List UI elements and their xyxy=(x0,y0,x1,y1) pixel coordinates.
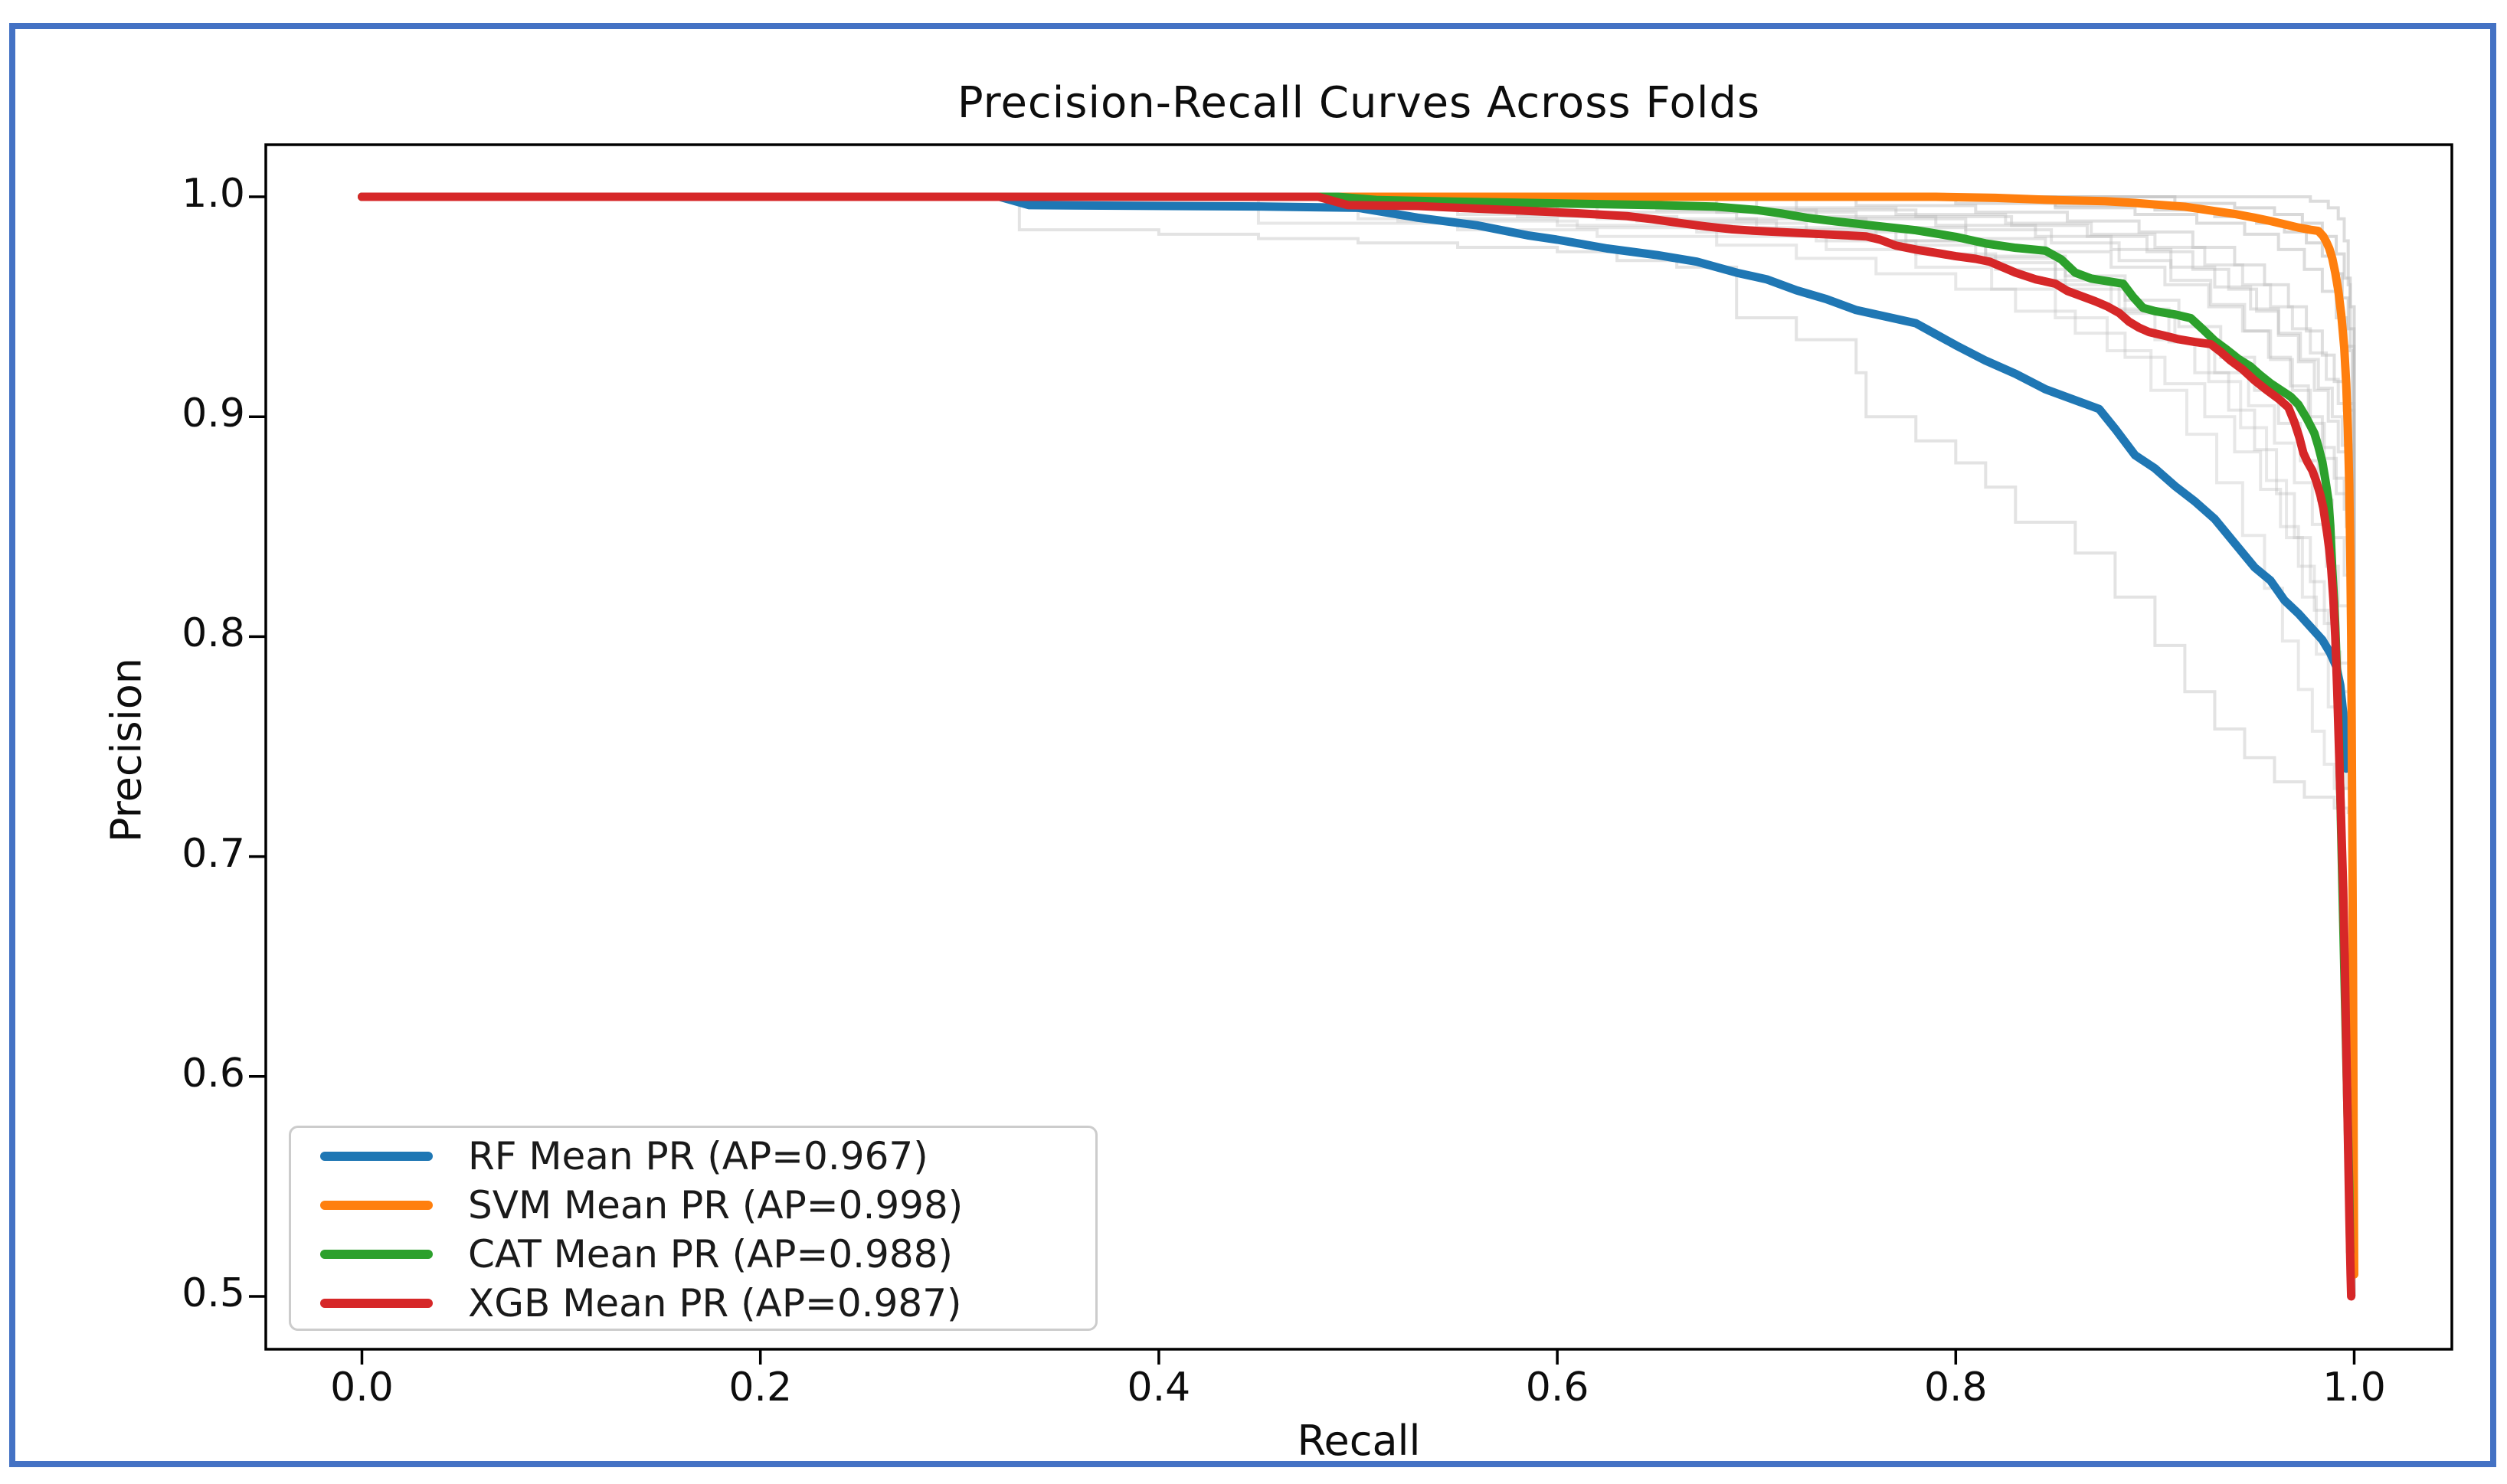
x-tick-label: 0.4 xyxy=(1127,1365,1191,1410)
y-tick-label: 1.0 xyxy=(182,171,245,217)
legend-label: CAT Mean PR (AP=0.988) xyxy=(468,1232,953,1276)
legend-item-cat: CAT Mean PR (AP=0.988) xyxy=(291,1230,1095,1279)
fold-curve xyxy=(362,195,2356,1296)
fold-curve xyxy=(362,195,2356,1296)
x-tick-label: 0.6 xyxy=(1525,1365,1589,1410)
pr-curves-plot xyxy=(249,143,2453,1365)
mean-pr-curve-svm xyxy=(358,192,2358,1279)
y-tick-label: 0.8 xyxy=(182,610,245,657)
y-axis-label: Precision xyxy=(102,658,151,842)
legend-line-swatch xyxy=(320,1299,433,1308)
legend-label: XGB Mean PR (AP=0.987) xyxy=(468,1281,962,1325)
legend-item-rf: RF Mean PR (AP=0.967) xyxy=(291,1132,1095,1181)
fold-curve xyxy=(362,195,2356,1296)
x-tick-label: 0.0 xyxy=(330,1365,394,1410)
figure-frame: Precision-Recall Curves Across Folds Rec… xyxy=(9,23,2496,1467)
fold-curve xyxy=(362,195,2356,1296)
legend-label: SVM Mean PR (AP=0.998) xyxy=(468,1183,964,1227)
legend: RF Mean PR (AP=0.967) SVM Mean PR (AP=0.9… xyxy=(289,1126,1098,1331)
legend-line-swatch xyxy=(320,1201,433,1210)
mean-pr-curve-rf xyxy=(358,192,2351,773)
x-tick-label: 0.2 xyxy=(728,1365,793,1410)
y-tick-label: 0.9 xyxy=(182,391,245,437)
legend-line-swatch xyxy=(320,1152,433,1161)
mean-pr-curve-xgb xyxy=(358,192,2356,1301)
fold-curve xyxy=(362,195,2356,1296)
y-tick-label: 0.6 xyxy=(182,1050,245,1097)
fold-curve xyxy=(362,195,2356,1296)
x-axis-label: Recall xyxy=(1297,1417,1421,1465)
legend-label: RF Mean PR (AP=0.967) xyxy=(468,1134,928,1178)
legend-line-swatch xyxy=(320,1250,433,1259)
chart-title: Precision-Recall Curves Across Folds xyxy=(957,78,1761,128)
y-tick-label: 0.7 xyxy=(182,830,245,877)
plot-spines xyxy=(264,143,2453,1351)
y-tick-label: 0.5 xyxy=(182,1270,245,1316)
legend-item-svm: SVM Mean PR (AP=0.998) xyxy=(291,1181,1095,1230)
x-tick-label: 1.0 xyxy=(2322,1365,2386,1410)
fold-curve xyxy=(362,195,2356,1296)
fold-curve xyxy=(362,195,2356,1296)
fold-curve xyxy=(362,195,2356,1296)
mean-pr-curve-cat xyxy=(358,192,2355,1257)
legend-item-xgb: XGB Mean PR (AP=0.987) xyxy=(291,1279,1095,1328)
x-tick-label: 0.8 xyxy=(1923,1365,1988,1410)
